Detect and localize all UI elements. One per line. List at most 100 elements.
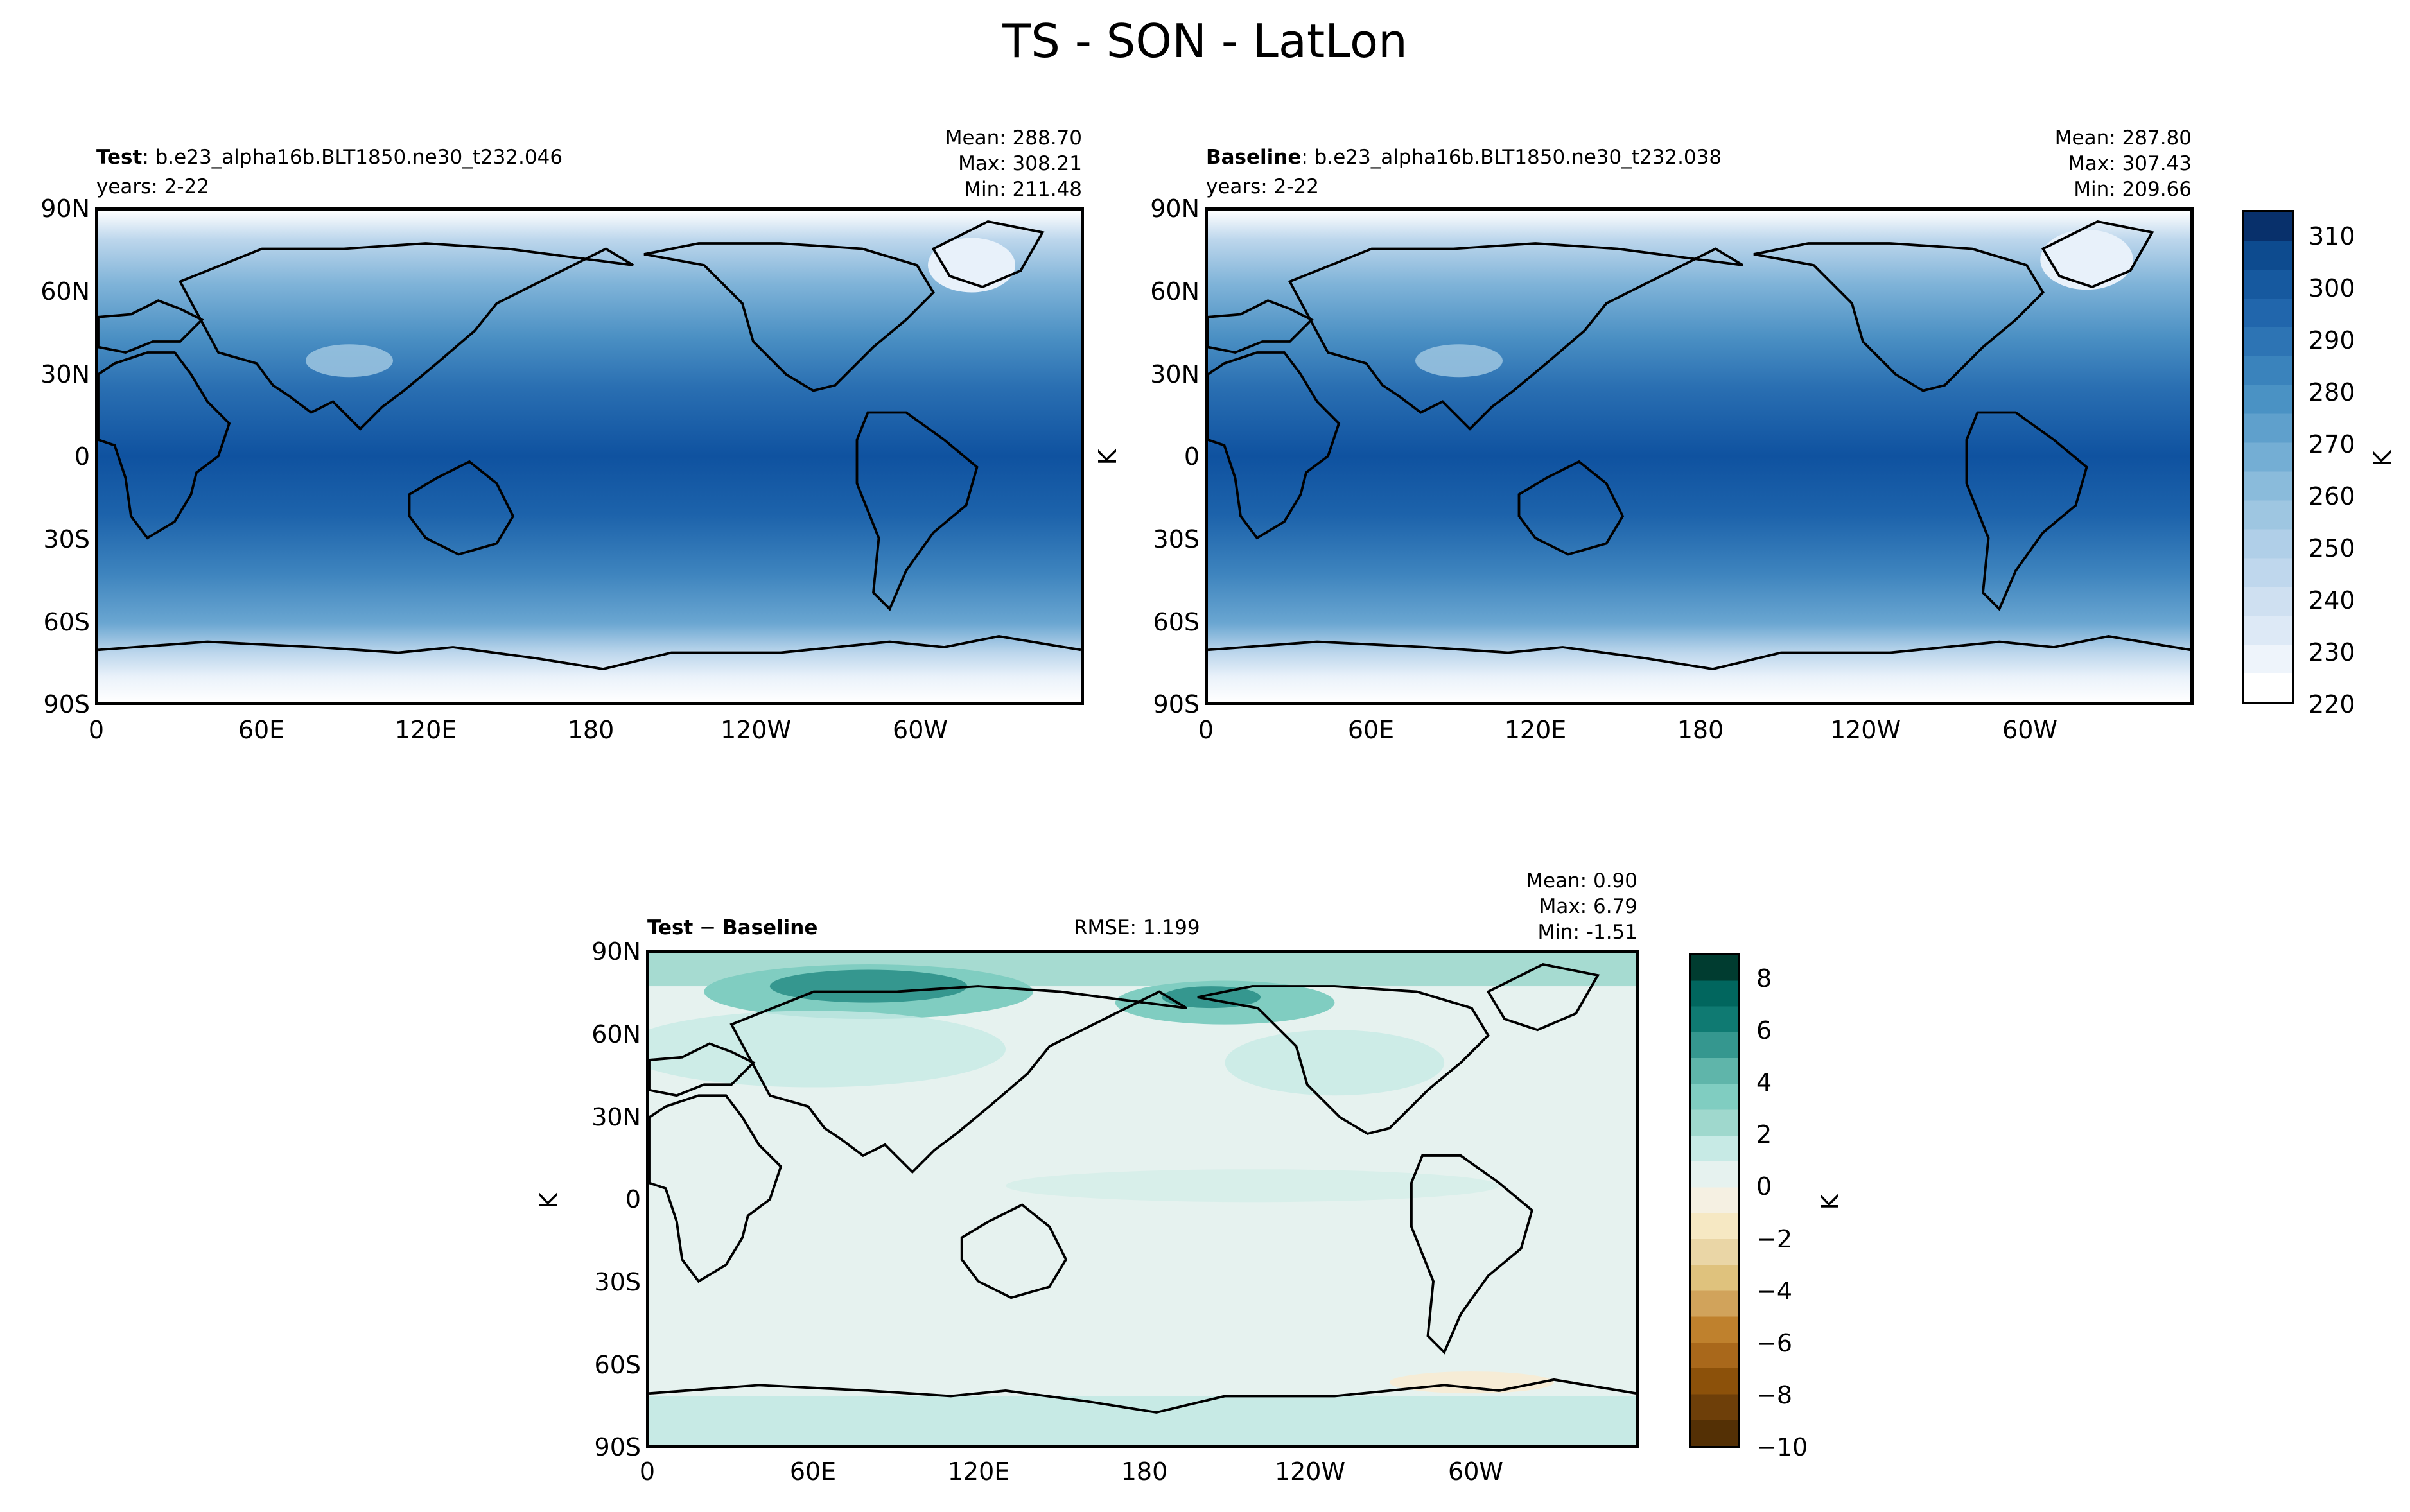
tropical-pacific-warming xyxy=(1006,1169,1499,1203)
diff-colorbar-label: K xyxy=(1816,1194,1844,1210)
test-label-case: : b.e23_alpha16b.BLT1850.ne30_t232.046 xyxy=(142,146,563,169)
baseline-lon-tick-60w: 60W xyxy=(2002,716,2057,744)
baseline-panel-title: Baseline: b.e23_alpha16b.BLT1850.ne30_t2… xyxy=(1206,144,1722,170)
test-map xyxy=(95,207,1084,705)
diff-lat-tick-30n: 30N xyxy=(591,1103,641,1131)
eurasia-warming xyxy=(649,1011,1006,1088)
diff-mean: Mean: 0.90 xyxy=(1526,869,1637,892)
greenland-coast xyxy=(931,220,1045,289)
ts-colorbar-fill xyxy=(2244,212,2292,702)
greenland-coast xyxy=(2041,220,2154,289)
test-lon-tick-60w: 60W xyxy=(893,716,948,744)
test-lat-tick-60n: 60N xyxy=(40,277,90,306)
diff-cb-tick-neg6: −6 xyxy=(1756,1329,1793,1357)
test-max: Max: 308.21 xyxy=(958,152,1082,175)
ts-cb-tick-250: 250 xyxy=(2309,534,2355,562)
siberia-warming-core xyxy=(769,969,968,1003)
diff-colorbar xyxy=(1689,953,1740,1448)
diff-stats: Mean: 0.90 Max: 6.79 Min: -1.51 xyxy=(1381,868,1637,945)
test-lat-tick-90s: 90S xyxy=(43,690,90,718)
baseline-label-bold: Baseline xyxy=(1206,146,1302,169)
test-lon-tick-120e: 120E xyxy=(394,716,457,744)
europe-coast xyxy=(1208,299,1314,354)
greenland-cold-spot xyxy=(928,238,1015,293)
diff-map xyxy=(646,950,1639,1448)
ts-cb-tick-230: 230 xyxy=(2309,638,2355,666)
asia-coast xyxy=(729,985,1187,1174)
diff-max: Max: 6.79 xyxy=(1539,895,1637,918)
diff-cb-tick-neg2: −2 xyxy=(1756,1225,1793,1253)
diff-cb-tick-8: 8 xyxy=(1756,964,1772,993)
baseline-mean: Mean: 287.80 xyxy=(2054,126,2192,150)
ts-field xyxy=(98,211,1081,702)
test-years: years: 2-22 xyxy=(96,175,209,198)
baseline-lat-tick-0: 0 xyxy=(1183,442,1200,471)
south-america-coast xyxy=(1965,411,2088,611)
africa-coast xyxy=(1208,351,1341,540)
tibet-cold-spot xyxy=(306,344,393,378)
test-lat-tick-60s: 60S xyxy=(43,608,90,636)
test-lat-tick-30s: 30S xyxy=(43,525,90,553)
diff-cb-tick-4: 4 xyxy=(1756,1068,1772,1097)
test-lat-tick-90n: 90N xyxy=(40,195,90,223)
test-stats: Mean: 288.70 Max: 308.21 Min: 211.48 xyxy=(825,125,1082,202)
baseline-lat-tick-90s: 90S xyxy=(1153,690,1200,718)
antarctica-coast xyxy=(649,1378,1636,1414)
baseline-lon-tick-0: 0 xyxy=(1198,716,1214,744)
north-america-coast xyxy=(1753,242,2045,392)
test-lon-tick-120w: 120W xyxy=(720,716,792,744)
diff-lat-tick-60s: 60S xyxy=(594,1351,641,1379)
asia-coast xyxy=(1288,242,1743,431)
baseline-min: Min: 209.66 xyxy=(2074,178,2192,201)
southern-ocean-warming xyxy=(649,1396,1636,1445)
diff-cb-tick-neg4: −4 xyxy=(1756,1277,1793,1305)
test-min: Min: 211.48 xyxy=(964,178,1082,201)
europe-coast xyxy=(649,1042,756,1097)
diff-panel-title: Test − Baseline xyxy=(647,915,817,941)
diff-lat-tick-90n: 90N xyxy=(591,937,641,966)
baseline-label-case: : b.e23_alpha16b.BLT1850.ne30_t232.038 xyxy=(1301,146,1722,169)
asia-coast xyxy=(178,242,634,431)
diff-lon-tick-120e: 120E xyxy=(947,1457,1010,1486)
diff-lat-tick-90s: 90S xyxy=(594,1433,641,1461)
baseline-map xyxy=(1205,207,2194,705)
ts-cb-tick-300: 300 xyxy=(2309,274,2355,302)
baseline-lon-tick-60e: 60E xyxy=(1347,716,1395,744)
baseline-years: years: 2-22 xyxy=(1206,175,1319,198)
diff-cb-tick-neg10: −10 xyxy=(1756,1433,1808,1461)
baseline-lon-tick-120w: 120W xyxy=(1829,716,1901,744)
africa-coast xyxy=(98,351,231,540)
ts-cb-tick-240: 240 xyxy=(2309,586,2355,614)
diff-label-sep: − xyxy=(693,916,723,939)
diff-label-baseline: Baseline xyxy=(722,916,818,939)
ts-colorbar xyxy=(2242,210,2294,704)
lower-ylabel: K xyxy=(535,1192,563,1209)
diff-lon-tick-180: 180 xyxy=(1121,1457,1168,1486)
test-lon-tick-0: 0 xyxy=(88,716,105,744)
australia-coast xyxy=(408,460,515,556)
diff-lon-tick-0: 0 xyxy=(639,1457,656,1486)
australia-coast xyxy=(960,1203,1068,1299)
antarctica-coast xyxy=(1208,635,2190,670)
antarctica-coast xyxy=(98,635,1081,670)
diff-lon-tick-60e: 60E xyxy=(789,1457,837,1486)
diff-cb-tick-2: 2 xyxy=(1756,1120,1772,1149)
baseline-lat-tick-60n: 60N xyxy=(1150,277,1200,306)
diff-lat-tick-60n: 60N xyxy=(591,1020,641,1048)
baseline-max: Max: 307.43 xyxy=(2068,152,2192,175)
test-lat-tick-0: 0 xyxy=(74,442,90,471)
test-mean: Mean: 288.70 xyxy=(945,126,1082,150)
diff-cb-tick-0: 0 xyxy=(1756,1172,1772,1201)
ts-cb-tick-270: 270 xyxy=(2309,430,2355,458)
south-america-coast xyxy=(855,411,979,611)
greenland-coast xyxy=(1486,963,1600,1032)
diff-colorbar-fill xyxy=(1691,955,1738,1446)
test-lat-tick-30n: 30N xyxy=(40,360,90,388)
diff-lon-tick-60w: 60W xyxy=(1448,1457,1503,1486)
tibet-cold-spot xyxy=(1415,344,1503,378)
diff-lat-tick-0: 0 xyxy=(625,1185,641,1213)
beaufort-warming-core xyxy=(1162,986,1261,1009)
greenland-cold-spot xyxy=(2040,229,2133,290)
ts-cb-tick-220: 220 xyxy=(2309,690,2355,718)
coastlines xyxy=(98,220,1081,670)
